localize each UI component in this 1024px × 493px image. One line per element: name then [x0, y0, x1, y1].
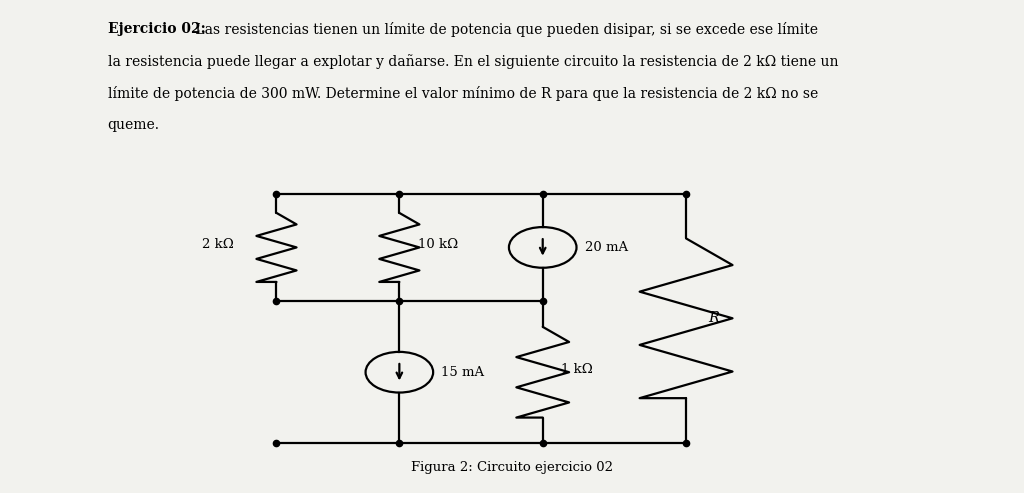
Text: la resistencia puede llegar a explotar y dañarse. En el siguiente circuito la re: la resistencia puede llegar a explotar y… [108, 54, 838, 69]
Text: 10 kΩ: 10 kΩ [418, 238, 458, 251]
Text: límite de potencia de 300 mW. Determine el valor mínimo de R para que la resiste: límite de potencia de 300 mW. Determine … [108, 86, 818, 101]
Text: Las resistencias tienen un límite de potencia que pueden disipar, si se excede e: Las resistencias tienen un límite de pot… [191, 22, 818, 37]
Text: R: R [709, 311, 720, 325]
Text: 2 kΩ: 2 kΩ [202, 238, 233, 251]
Text: queme.: queme. [108, 118, 160, 132]
Text: Figura 2: Circuito ejercicio 02: Figura 2: Circuito ejercicio 02 [411, 461, 613, 474]
Text: 20 mA: 20 mA [585, 241, 628, 254]
Text: Ejercicio 02:: Ejercicio 02: [108, 22, 205, 36]
Text: 1 kΩ: 1 kΩ [561, 363, 593, 376]
Text: 15 mA: 15 mA [441, 366, 484, 379]
